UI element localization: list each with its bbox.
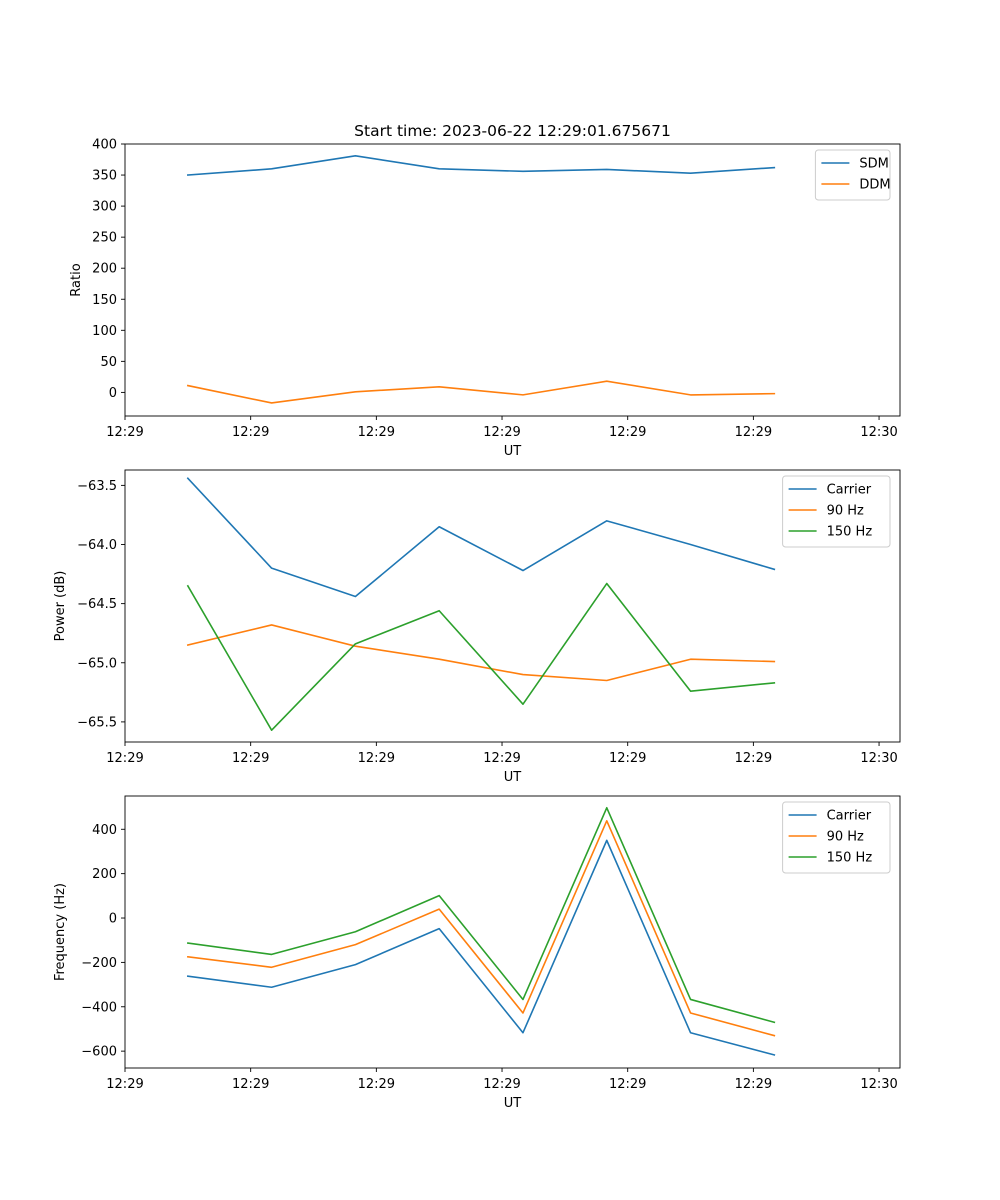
series-line-90-hz [186,820,776,1037]
legend-label: Carrier [827,809,872,824]
legend-label: DDM [859,178,890,193]
x-tick-label: 12:29 [735,1077,772,1092]
x-tick-label: 12:29 [106,751,143,766]
y-tick-label: 0 [109,386,117,401]
y-tick-label: 100 [92,324,117,339]
x-tick-label: 12:29 [735,425,772,440]
x-tick-label: 12:29 [483,425,520,440]
x-tick-label: 12:29 [483,751,520,766]
axes-frame [124,469,901,743]
subplot-1: 0 50 100 150 200 250 300 350 400 12:29 12:29 12:29 1… [69,138,901,459]
y-axis-label: Power (dB) [53,571,68,642]
x-tick-label: 12:29 [609,425,646,440]
legend-box [782,475,891,548]
y-axis-label: Frequency (Hz) [53,883,68,981]
y-tick-label: −200 [81,956,117,971]
series-line-ddm [186,380,776,404]
legend-label: SDM [859,157,888,172]
subplot-2: −65.5 −65.0 −64.5 −64.0 −63.5 12:29 12:29 12:29… [53,469,901,785]
subplot-3: −600 −400 −200 0 200 400 12:29 12:29 12:29 12:29 1… [53,795,901,1111]
x-axis-label: UT [504,444,522,459]
series-line-carrier [186,839,776,1056]
x-tick-label: 12:30 [860,751,897,766]
x-tick-label: 12:29 [232,1077,269,1092]
y-tick-label: −600 [81,1045,117,1060]
x-tick-label: 12:29 [609,751,646,766]
legend: SDM DDM [814,149,891,201]
x-axis-label: UT [504,1096,522,1111]
legend-label: 150 Hz [827,851,873,866]
series-line-carrier [186,477,776,598]
x-axis-label: UT [504,770,522,785]
y-tick-label: −400 [81,1000,117,1015]
series-line-150-hz [186,582,776,731]
y-tick-label: 150 [92,293,117,308]
legend-label: 90 Hz [827,830,864,845]
y-tick-label: 400 [92,138,117,153]
y-tick-label: −65.5 [77,715,117,730]
y-tick-label: −64.5 [77,597,117,612]
chart-title: Start time: 2023-06-22 12:29:01.675671 [354,122,671,140]
legend: Carrier 90 Hz 150 Hz [782,475,891,548]
x-tick-label: 12:29 [232,751,269,766]
x-tick-label: 12:29 [232,425,269,440]
legend-label: Carrier [827,483,872,498]
legend-label: 150 Hz [827,525,873,540]
x-tick-label: 12:29 [358,751,395,766]
y-tick-label: −63.5 [77,479,117,494]
x-tick-label: 12:29 [106,1077,143,1092]
x-tick-label: 12:29 [483,1077,520,1092]
y-tick-label: 0 [109,912,117,927]
x-tick-label: 12:29 [735,751,772,766]
legend-label: 90 Hz [827,504,864,519]
y-tick-label: 350 [92,169,117,184]
y-tick-label: 400 [92,823,117,838]
y-axis-label: Ratio [69,263,84,296]
legend-box [782,801,891,874]
series-line-150-hz [186,806,776,1024]
y-tick-label: 300 [92,200,117,215]
x-tick-label: 12:29 [358,425,395,440]
x-tick-label: 12:29 [106,425,143,440]
x-tick-label: 12:30 [860,425,897,440]
y-tick-label: −64.0 [77,538,117,553]
series-line-90-hz [186,624,776,682]
y-tick-label: 200 [92,867,117,882]
y-tick-label: −65.0 [77,656,117,671]
x-tick-label: 12:29 [609,1077,646,1092]
x-tick-label: 12:29 [358,1077,395,1092]
legend: Carrier 90 Hz 150 Hz [782,801,891,874]
y-tick-label: 200 [92,262,117,277]
series-line-sdm [186,155,776,176]
y-tick-label: 50 [100,355,117,370]
axes-frame [124,143,901,417]
x-tick-label: 12:30 [860,1077,897,1092]
y-tick-label: 250 [92,231,117,246]
axes-frame [124,795,901,1069]
